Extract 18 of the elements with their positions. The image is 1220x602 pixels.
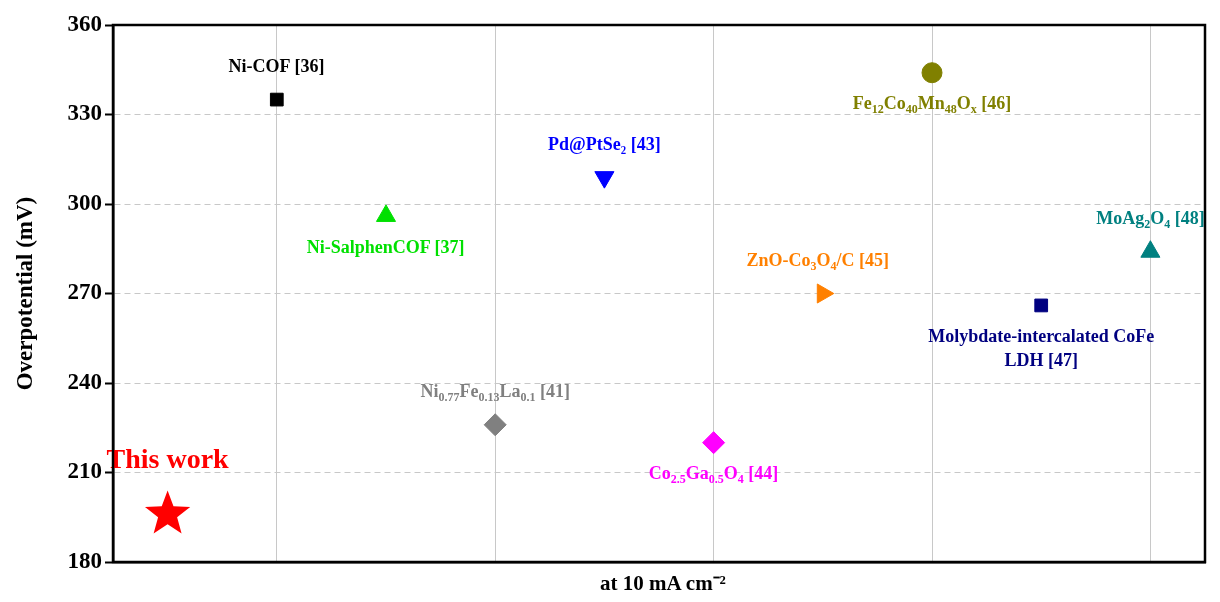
series-label: Pd@PtSe₂ [43] xyxy=(548,133,661,154)
point xyxy=(921,62,943,84)
series-label: Ni-COF [36] xyxy=(228,56,325,77)
series-label: Ni-SalphenCOF [37] xyxy=(306,236,465,257)
point xyxy=(269,92,284,107)
point xyxy=(483,413,507,437)
x-axis-title: at 10 mA cm⁻² xyxy=(599,570,727,596)
text: Molybdate-intercalated CoFe LDH [47] xyxy=(928,326,1155,371)
y-tick-label: 270 xyxy=(67,279,102,305)
point xyxy=(1034,298,1049,313)
y-tick-label: 210 xyxy=(67,458,102,484)
y-tick-label: 180 xyxy=(67,547,102,573)
y-tick-label: 240 xyxy=(67,368,102,394)
point xyxy=(702,431,726,455)
y-tick-label: 360 xyxy=(67,10,102,36)
y-tick-label: 330 xyxy=(67,100,102,126)
y-axis-title: Overpotential (mV) xyxy=(11,196,37,391)
y-tick-label: 300 xyxy=(67,189,102,215)
